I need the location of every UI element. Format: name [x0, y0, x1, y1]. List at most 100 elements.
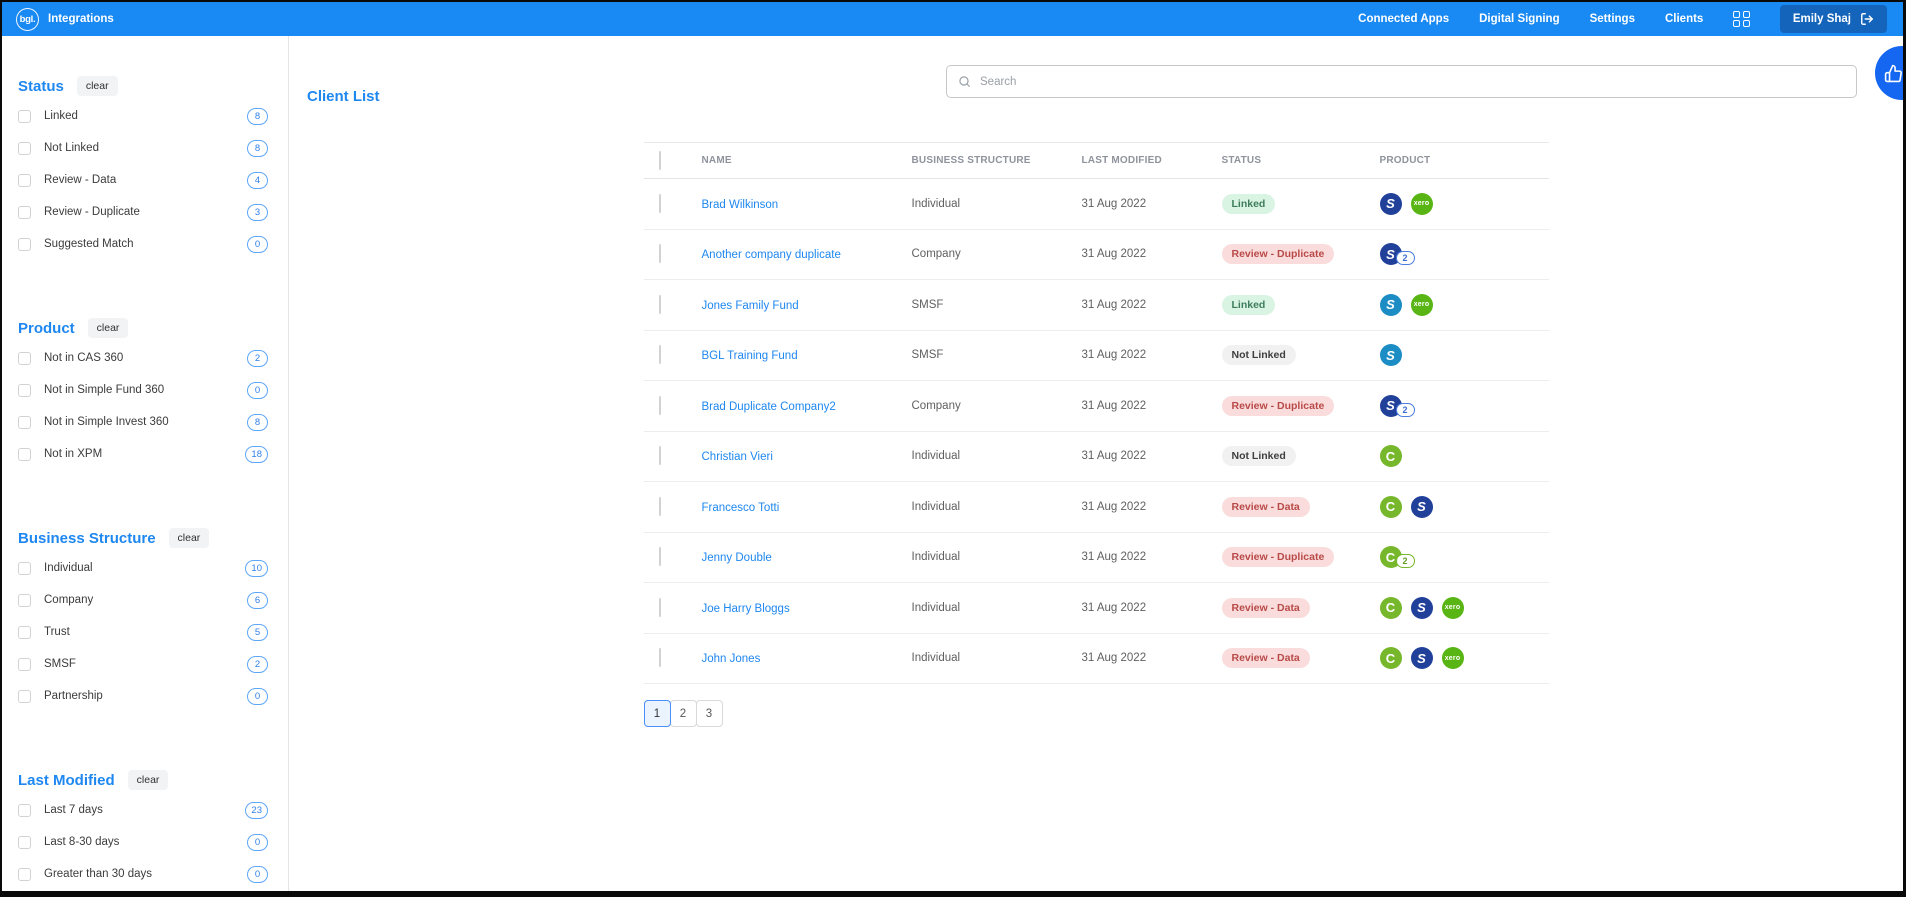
- xero-icon[interactable]: xero: [1410, 192, 1433, 215]
- user-name: Emily Shaj: [1792, 13, 1851, 25]
- filter-checkbox[interactable]: [18, 561, 31, 575]
- client-name-link[interactable]: Jenny Double: [701, 552, 772, 565]
- page-button-1[interactable]: 1: [643, 700, 671, 727]
- filter-label: Not in XPM: [44, 448, 103, 460]
- filter-item-suggested-match: Suggested Match 0: [18, 228, 268, 260]
- filter-checkbox[interactable]: [18, 593, 31, 607]
- last-modified-value: 31 Aug 2022: [1081, 500, 1147, 513]
- simple-fund-360-icon[interactable]: S: [1379, 293, 1402, 316]
- business-structure-value: Individual: [911, 500, 961, 513]
- search-input[interactable]: [980, 75, 1845, 88]
- filter-checkbox[interactable]: [18, 657, 31, 671]
- client-name-link[interactable]: Another company duplicate: [701, 249, 841, 262]
- filter-checkbox[interactable]: [18, 689, 31, 703]
- cas-360-icon[interactable]: C: [1379, 647, 1402, 670]
- row-checkbox[interactable]: [658, 648, 661, 668]
- row-checkbox[interactable]: [658, 597, 661, 617]
- row-checkbox[interactable]: [658, 446, 661, 466]
- filter-label: Trust: [44, 626, 70, 638]
- filter-checkbox[interactable]: [18, 625, 31, 639]
- column-header-business-structure: BUSINESS STRUCTURE: [911, 155, 1031, 166]
- client-name-link[interactable]: BGL Training Fund: [701, 350, 798, 363]
- xero-icon[interactable]: xero: [1410, 293, 1433, 316]
- section-header: Last Modified clear: [18, 770, 268, 790]
- client-name-link[interactable]: Jones Family Fund: [701, 299, 799, 312]
- business-structure-value: Individual: [911, 601, 961, 614]
- client-name-link[interactable]: John Jones: [701, 653, 761, 666]
- client-name-link[interactable]: Brad Duplicate Company2: [701, 400, 836, 413]
- count-badge: 10: [245, 559, 268, 577]
- filter-checkbox[interactable]: [18, 835, 31, 849]
- count-badge: 2: [247, 349, 268, 367]
- nav-link-clients[interactable]: Clients: [1664, 13, 1704, 25]
- filter-checkbox[interactable]: [18, 803, 31, 817]
- simple-invest-360-icon[interactable]: S: [1410, 647, 1433, 670]
- nav-link-digital-signing[interactable]: Digital Signing: [1479, 13, 1560, 25]
- filter-item-not-in-simple-fund-360: Not in Simple Fund 360 0: [18, 374, 268, 406]
- client-name-link[interactable]: Joe Harry Bloggs: [701, 602, 790, 615]
- filter-checkbox[interactable]: [18, 237, 31, 251]
- count-badge: 2: [247, 655, 268, 673]
- xero-icon[interactable]: xero: [1441, 647, 1464, 670]
- simple-invest-360-icon[interactable]: S: [1410, 596, 1433, 619]
- row-checkbox[interactable]: [658, 294, 661, 314]
- cas-360-icon[interactable]: C: [1379, 445, 1402, 468]
- page-button-3[interactable]: 3: [695, 700, 723, 727]
- user-menu-button[interactable]: Emily Shaj: [1779, 5, 1887, 33]
- clear-filter-button[interactable]: clear: [168, 528, 210, 548]
- filter-checkbox[interactable]: [18, 141, 31, 155]
- apps-grid-icon[interactable]: [1733, 10, 1750, 28]
- filter-section-business-structure: Business Structure clear Individual 10 Compa…: [2, 528, 288, 712]
- clear-filter-button[interactable]: clear: [87, 318, 129, 338]
- filter-item-greater-than-30-days: Greater than 30 days 0: [18, 858, 268, 890]
- filter-section-status: Status clear Linked 8 Not Linked 8 Review - Da…: [2, 76, 288, 260]
- cas-360-icon[interactable]: C: [1379, 495, 1402, 518]
- nav-link-connected-apps[interactable]: Connected Apps: [1358, 13, 1450, 25]
- main-header: Client List: [289, 36, 1903, 105]
- row-checkbox[interactable]: [658, 193, 661, 213]
- filter-checkbox[interactable]: [18, 109, 31, 123]
- row-checkbox[interactable]: [658, 547, 661, 567]
- section-header: Business Structure clear: [18, 528, 268, 548]
- simple-fund-360-icon[interactable]: S: [1379, 344, 1402, 367]
- business-structure-value: Company: [911, 399, 961, 412]
- row-checkbox[interactable]: [658, 244, 661, 264]
- row-checkbox[interactable]: [658, 496, 661, 516]
- status-badge: Review - Data: [1221, 597, 1310, 618]
- business-structure-value: SMSF: [911, 298, 944, 311]
- product-icons: C: [1379, 445, 1549, 468]
- top-nav: bgl. Integrations Connected Apps Digital …: [2, 2, 1903, 36]
- xero-icon[interactable]: xero: [1441, 596, 1464, 619]
- filter-checkbox[interactable]: [18, 415, 31, 429]
- table-row: Another company duplicate Company 31 Aug 2…: [643, 230, 1549, 280]
- cas-360-icon[interactable]: C: [1379, 596, 1402, 619]
- nav-link-settings[interactable]: Settings: [1589, 13, 1635, 25]
- filter-checkbox[interactable]: [18, 205, 31, 219]
- search-icon: [959, 76, 970, 87]
- last-modified-value: 31 Aug 2022: [1081, 298, 1147, 311]
- filter-item-not-linked: Not Linked 8: [18, 132, 268, 164]
- client-name-link[interactable]: Brad Wilkinson: [701, 198, 779, 211]
- client-name-link[interactable]: Francesco Totti: [701, 501, 780, 514]
- thumbs-up-icon: [1884, 64, 1902, 82]
- filter-checkbox[interactable]: [18, 351, 31, 365]
- row-checkbox[interactable]: [658, 395, 661, 415]
- client-name-link[interactable]: Christian Vieri: [701, 451, 773, 464]
- filter-checkbox[interactable]: [18, 383, 31, 397]
- select-all-checkbox[interactable]: [658, 150, 661, 170]
- simple-invest-360-icon[interactable]: S: [1410, 495, 1433, 518]
- page-button-2[interactable]: 2: [669, 700, 697, 727]
- clear-filter-button[interactable]: clear: [127, 770, 169, 790]
- clear-filter-button[interactable]: clear: [76, 76, 118, 96]
- filter-checkbox[interactable]: [18, 447, 31, 461]
- filter-checkbox[interactable]: [18, 867, 31, 881]
- row-checkbox[interactable]: [658, 345, 661, 365]
- simple-invest-360-icon[interactable]: S: [1379, 192, 1402, 215]
- filter-checkbox[interactable]: [18, 173, 31, 187]
